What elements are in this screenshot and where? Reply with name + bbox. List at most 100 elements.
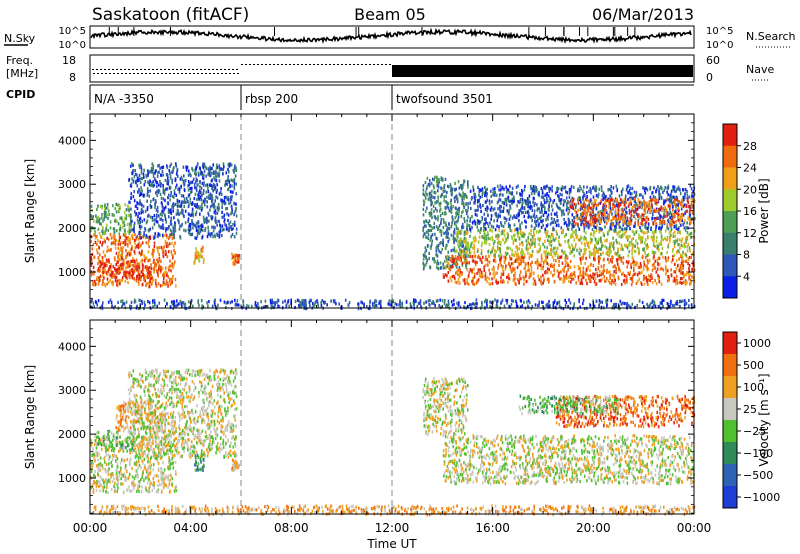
power-echo-cell [101,268,104,272]
power-echo-cell [541,210,543,214]
power-echo-cell [173,216,175,220]
power-echo-cell [436,262,438,266]
power-echo-cell [613,281,615,285]
power-echo-cell [682,188,685,192]
power-echo-cell [138,163,140,167]
power-echo-cell [567,262,569,266]
power-echo-cell [497,247,500,251]
power-echo-cell [208,213,210,217]
power-echo-cell [434,232,436,236]
power-echo-cell [447,206,450,210]
power-echo-cell [216,188,218,192]
power-echo-cell [132,195,135,199]
power-echo-cell [121,276,124,280]
power-echo-cell [208,196,210,200]
power-echo-cell [666,186,668,190]
power-echo-cell [540,203,542,207]
power-echo-cell [507,222,510,226]
power-echo-cell [179,236,182,240]
power-echo-cell [200,190,202,194]
power-echo-cell [433,190,436,194]
freq-dot [232,69,234,70]
power-echo-cell [199,229,202,233]
power-echo-cell [464,282,466,286]
power-echo-cell [107,269,110,273]
power-echo-cell [654,266,656,270]
power-echo-cell [193,261,195,265]
power-echo-cell [94,233,96,237]
power-echo-cell [493,239,496,243]
power-echo-cell [233,262,236,266]
power-echo-cell [661,225,663,229]
freq-dot [141,73,143,74]
power-echo-cell [190,213,192,217]
power-echo-cell [643,188,646,192]
power-echo-cell [546,233,549,237]
power-echo-cell [547,213,550,217]
power-echo-cell [123,211,126,215]
freq-dot [164,69,166,70]
power-echo-cell [137,214,139,219]
power-echo-cell [528,256,530,260]
power-echo-cell [563,269,565,273]
power-echo-cell [651,231,654,235]
power-echo-cell [189,172,191,176]
power-echo-cell [672,195,675,199]
power-echo-cell [170,269,172,273]
power-echo-cell [471,259,474,263]
power-echo-cell [528,232,531,236]
power-echo-cell [511,201,513,206]
power-echo-cell [492,187,494,191]
power-echo-cell [442,273,445,277]
power-echo-cell [124,242,127,246]
power-echo-cell [673,230,676,234]
power-echo-cell [94,236,97,240]
freq-dot [369,64,371,65]
power-echo-cell [534,242,536,246]
power-echo-cell [616,189,618,193]
power-echo-cell [598,230,600,234]
power-echo-cell [429,266,432,270]
power-echo-cell [105,206,108,210]
power-echo-cell [575,229,577,233]
power-echo-cell [626,280,628,284]
power-echo-cell [667,193,669,197]
power-echo-cell [198,191,200,195]
power-echo-cell [137,190,139,194]
power-echo-cell [476,221,479,225]
power-echo-cell [486,209,488,213]
power-echo-cell [511,216,514,220]
power-echo-cell [468,271,470,275]
power-echo-cell [568,188,571,193]
power-echo-cell [430,224,432,228]
power-echo-cell [144,265,147,269]
power-echo-cell [481,187,484,191]
power-echo-cell [202,188,205,193]
power-echo-cell [425,235,427,239]
power-echo-cell [137,273,140,277]
power-echo-cell [643,263,646,267]
power-echo-cell [446,254,449,258]
power-echo-cell [144,180,147,184]
power-echo-cell [461,263,464,267]
power-echo-cell [667,275,670,279]
power-echo-cell [497,266,499,270]
power-echo-cell [510,270,513,274]
freq-dot [108,69,110,70]
power-echo-cell [220,187,222,191]
power-echo-cell [184,179,187,183]
power-echo-cell [547,251,550,255]
power-echo-cell [528,205,530,209]
power-echo-cell [172,205,175,210]
power-echo-cell [494,193,496,197]
power-echo-cell [673,187,676,191]
power-echo-cell [582,271,584,275]
power-echo-cell [104,231,106,235]
power-echo-cell [600,236,602,240]
power-echo-cell [213,210,216,214]
power-echo-cell [139,189,141,193]
power-echo-cell [444,246,447,250]
power-echo-cell [431,239,433,243]
freq-dot [273,64,275,65]
power-echo-cell [189,222,192,226]
